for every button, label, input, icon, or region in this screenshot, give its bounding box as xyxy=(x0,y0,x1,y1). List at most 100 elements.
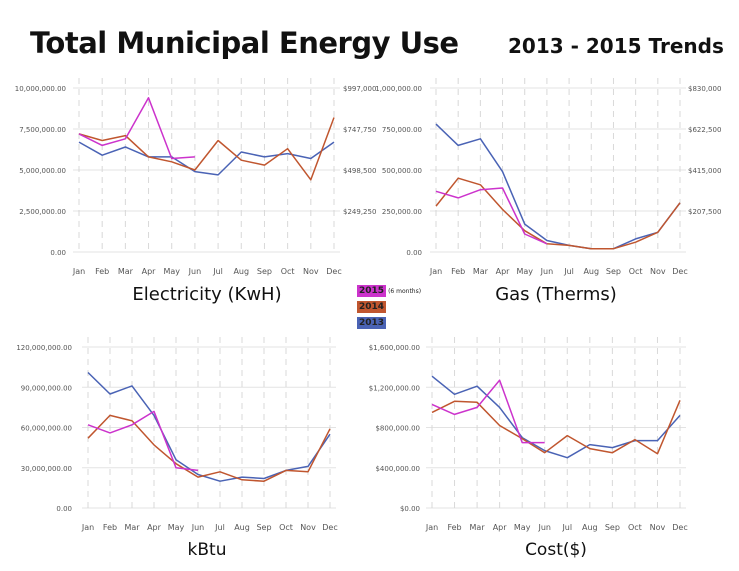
y-tick-label: 10,000,000.00 xyxy=(15,85,66,93)
y-tick-label: 0.00 xyxy=(50,249,66,257)
x-tick-label: Jul xyxy=(212,267,223,276)
y-tick-label: 7,500,000.00 xyxy=(19,126,66,134)
x-tick-label: May xyxy=(514,523,531,532)
x-tick-label: May xyxy=(516,267,533,276)
x-tick-label: Jun xyxy=(540,267,554,276)
x-tick-label: Apr xyxy=(142,267,157,276)
y-tick-label: 0.00 xyxy=(406,249,422,257)
series-line-2015 xyxy=(78,97,195,160)
x-tick-label: Mar xyxy=(470,523,486,532)
x-tick-label: Jun xyxy=(188,267,202,276)
x-tick-label: Sep xyxy=(257,267,272,276)
x-tick-label: Jul xyxy=(561,523,572,532)
legend-item-2013: 2013 xyxy=(357,316,421,330)
x-tick-label: Feb xyxy=(103,523,117,532)
x-tick-label: Apr xyxy=(147,523,162,532)
right-tick-label: $207,500 xyxy=(688,208,721,216)
x-tick-label: Jan xyxy=(429,267,442,276)
x-tick-label: Feb xyxy=(451,267,465,276)
x-tick-label: Jul xyxy=(214,523,225,532)
x-tick-label: Mar xyxy=(124,523,140,532)
y-tick-label: 1,000,000.00 xyxy=(375,85,422,93)
x-tick-label: Nov xyxy=(650,267,666,276)
x-tick-label: Oct xyxy=(628,523,642,532)
legend: 2015 (6 months) 2014 2013 xyxy=(357,284,421,332)
x-tick-label: Mar xyxy=(118,267,134,276)
y-tick-label: 250,000.00 xyxy=(382,208,422,216)
x-tick-label: Aug xyxy=(233,267,249,276)
right-tick-label: $622,500 xyxy=(688,126,721,134)
series-line-2013 xyxy=(431,375,681,459)
x-tick-label: Jul xyxy=(563,267,574,276)
series-line-2014 xyxy=(431,400,681,455)
x-tick-label: Feb xyxy=(95,267,109,276)
x-tick-label: May xyxy=(168,523,185,532)
right-tick-label: $249,250 xyxy=(343,208,376,216)
x-tick-label: Jan xyxy=(81,523,94,532)
right-tick-label: $415,000 xyxy=(688,167,721,175)
right-tick-label: $830,000 xyxy=(688,85,721,93)
chart-title: Gas (Therms) xyxy=(495,284,617,305)
x-tick-label: Aug xyxy=(583,267,599,276)
legend-item-2014: 2014 xyxy=(357,300,421,314)
x-tick-label: Mar xyxy=(473,267,489,276)
right-tick-label: $498,500 xyxy=(343,167,376,175)
x-tick-label: Oct xyxy=(281,267,295,276)
x-tick-label: Dec xyxy=(672,523,687,532)
series-line-2015 xyxy=(87,410,199,472)
x-tick-label: Jan xyxy=(425,523,438,532)
y-tick-label: 60,000,000.00 xyxy=(21,425,72,433)
right-tick-label: $997,000 xyxy=(343,85,376,93)
x-tick-label: Apr xyxy=(493,523,508,532)
series-line-2013 xyxy=(87,371,331,482)
legend-label-2013: 2013 xyxy=(357,317,387,329)
x-tick-label: Feb xyxy=(447,523,461,532)
series-line-2015 xyxy=(435,187,548,245)
y-tick-label: $400,000.00 xyxy=(375,465,420,473)
x-tick-label: May xyxy=(163,267,180,276)
x-tick-label: Jun xyxy=(537,523,551,532)
chart-title: Cost($) xyxy=(525,540,587,560)
legend-label-2014: 2014 xyxy=(357,301,387,313)
y-tick-label: $1,600,000.00 xyxy=(369,344,420,352)
x-tick-label: Aug xyxy=(234,523,250,532)
x-tick-label: Dec xyxy=(322,523,337,532)
x-tick-label: Apr xyxy=(496,267,511,276)
y-tick-label: 2,500,000.00 xyxy=(19,208,66,216)
chart-title: Electricity (KwH) xyxy=(132,284,281,305)
y-tick-label: 120,000,000.00 xyxy=(16,344,72,352)
y-tick-label: $800,000.00 xyxy=(375,425,420,433)
y-tick-label: 5,000,000.00 xyxy=(19,167,66,175)
page-title: Total Municipal Energy Use xyxy=(30,26,459,60)
x-tick-label: Nov xyxy=(300,523,316,532)
y-tick-label: 0.00 xyxy=(56,505,72,513)
x-tick-label: Sep xyxy=(606,267,621,276)
y-tick-label: 500,000.00 xyxy=(382,167,422,175)
y-tick-label: 30,000,000.00 xyxy=(21,465,72,473)
series-line-2014 xyxy=(78,117,335,181)
x-tick-label: Sep xyxy=(605,523,620,532)
series-line-2013 xyxy=(435,123,681,250)
x-tick-label: Oct xyxy=(279,523,293,532)
y-tick-label: 90,000,000.00 xyxy=(21,384,72,392)
x-tick-label: Dec xyxy=(326,267,341,276)
legend-label-2015: 2015 xyxy=(357,285,387,297)
y-tick-label: 750,000.00 xyxy=(382,126,422,134)
y-tick-label: $0.00 xyxy=(400,505,420,513)
series-line-2014 xyxy=(87,414,331,482)
y-tick-label: $1,200,000.00 xyxy=(369,384,420,392)
x-tick-label: Aug xyxy=(582,523,598,532)
page-subtitle: 2013 - 2015 Trends xyxy=(508,34,724,58)
legend-note-2015: (6 months) xyxy=(388,287,422,295)
x-tick-label: Sep xyxy=(256,523,271,532)
series-line-2015 xyxy=(431,379,545,444)
chart-title: kBtu xyxy=(188,540,227,560)
legend-item-2015: 2015 (6 months) xyxy=(357,284,421,298)
x-tick-label: Nov xyxy=(650,523,666,532)
x-tick-label: Dec xyxy=(672,267,687,276)
right-tick-label: $747,750 xyxy=(343,126,376,134)
x-tick-label: Nov xyxy=(303,267,319,276)
series-line-2014 xyxy=(435,177,681,250)
x-tick-label: Jun xyxy=(191,523,205,532)
